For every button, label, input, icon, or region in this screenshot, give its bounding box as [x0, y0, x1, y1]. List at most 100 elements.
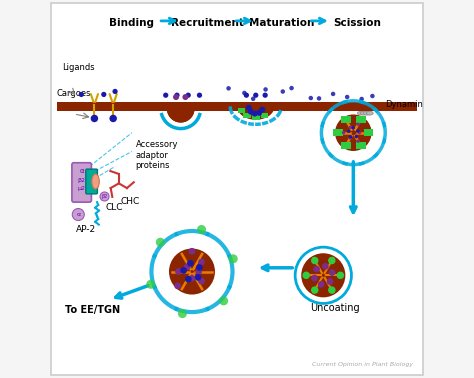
Ellipse shape — [92, 174, 99, 189]
Circle shape — [189, 275, 195, 282]
Text: Dynamin: Dynamin — [385, 100, 423, 109]
Circle shape — [185, 276, 192, 283]
Circle shape — [173, 94, 179, 100]
Circle shape — [226, 86, 231, 91]
Text: β2: β2 — [101, 194, 108, 199]
Circle shape — [170, 249, 214, 293]
FancyBboxPatch shape — [341, 116, 351, 123]
Text: α: α — [79, 168, 84, 174]
Circle shape — [311, 286, 319, 294]
Circle shape — [370, 94, 374, 98]
Text: Scission: Scission — [333, 18, 381, 28]
Circle shape — [109, 115, 117, 122]
Text: μ2: μ2 — [78, 186, 86, 191]
Circle shape — [358, 131, 361, 135]
Text: To EE/TGN: To EE/TGN — [65, 305, 120, 315]
Text: Current Opinion in Plant Biology: Current Opinion in Plant Biology — [312, 362, 413, 367]
Text: β2: β2 — [78, 178, 86, 183]
Circle shape — [256, 110, 262, 116]
Circle shape — [356, 129, 360, 133]
Text: CHC: CHC — [120, 197, 140, 206]
Circle shape — [328, 269, 336, 276]
Circle shape — [178, 309, 187, 318]
FancyBboxPatch shape — [243, 113, 251, 118]
Circle shape — [348, 126, 352, 129]
Circle shape — [313, 266, 320, 273]
Circle shape — [100, 192, 109, 201]
Circle shape — [327, 278, 333, 285]
Text: Maturation: Maturation — [249, 18, 315, 28]
Text: CLC: CLC — [106, 203, 123, 212]
Circle shape — [174, 93, 180, 98]
Circle shape — [349, 135, 352, 138]
Circle shape — [311, 275, 318, 281]
FancyBboxPatch shape — [86, 169, 98, 194]
Ellipse shape — [364, 112, 370, 115]
Circle shape — [251, 96, 255, 101]
Text: Ligands: Ligands — [63, 62, 95, 71]
FancyBboxPatch shape — [333, 129, 343, 136]
Text: Cargoes: Cargoes — [56, 89, 91, 98]
Circle shape — [184, 263, 191, 270]
FancyBboxPatch shape — [51, 3, 423, 375]
Circle shape — [196, 264, 203, 271]
Circle shape — [186, 93, 191, 98]
Circle shape — [195, 274, 201, 281]
Circle shape — [342, 131, 345, 135]
Circle shape — [189, 248, 195, 255]
Circle shape — [198, 278, 205, 285]
Polygon shape — [168, 109, 194, 122]
Circle shape — [345, 95, 349, 99]
Text: AP-2: AP-2 — [76, 225, 96, 234]
Circle shape — [281, 89, 285, 94]
Circle shape — [72, 209, 84, 220]
Text: Accessory
adaptor
proteins: Accessory adaptor proteins — [136, 140, 178, 170]
Circle shape — [263, 93, 268, 98]
Circle shape — [356, 122, 360, 126]
Circle shape — [259, 107, 265, 113]
Circle shape — [337, 271, 344, 279]
Circle shape — [311, 257, 319, 264]
Circle shape — [242, 91, 246, 95]
Circle shape — [302, 254, 344, 296]
Circle shape — [318, 281, 325, 288]
Circle shape — [246, 105, 252, 111]
Circle shape — [175, 268, 182, 275]
Circle shape — [195, 268, 202, 275]
Ellipse shape — [366, 112, 373, 115]
Circle shape — [79, 92, 84, 97]
FancyBboxPatch shape — [341, 143, 351, 149]
FancyBboxPatch shape — [72, 163, 91, 202]
Circle shape — [244, 93, 249, 98]
Circle shape — [302, 271, 310, 279]
Circle shape — [219, 296, 228, 305]
FancyBboxPatch shape — [364, 129, 374, 136]
Circle shape — [163, 93, 168, 98]
Circle shape — [359, 97, 364, 101]
Circle shape — [197, 225, 206, 234]
Circle shape — [289, 86, 294, 90]
FancyBboxPatch shape — [57, 102, 417, 111]
Circle shape — [91, 115, 98, 122]
Circle shape — [355, 135, 358, 138]
Text: Uncoating: Uncoating — [310, 304, 359, 313]
Text: Binding: Binding — [109, 18, 155, 28]
Circle shape — [180, 267, 187, 274]
Circle shape — [182, 94, 188, 100]
Text: α: α — [76, 212, 81, 217]
Circle shape — [198, 259, 205, 265]
FancyBboxPatch shape — [356, 116, 366, 123]
Circle shape — [322, 263, 328, 270]
FancyBboxPatch shape — [356, 143, 366, 149]
Circle shape — [356, 139, 360, 143]
Circle shape — [317, 96, 321, 101]
Circle shape — [187, 260, 194, 266]
Circle shape — [156, 238, 165, 247]
Circle shape — [101, 92, 107, 97]
Circle shape — [348, 136, 352, 140]
Circle shape — [146, 280, 155, 289]
FancyBboxPatch shape — [252, 115, 259, 120]
Circle shape — [331, 92, 335, 96]
Circle shape — [197, 93, 202, 98]
FancyBboxPatch shape — [261, 113, 268, 118]
